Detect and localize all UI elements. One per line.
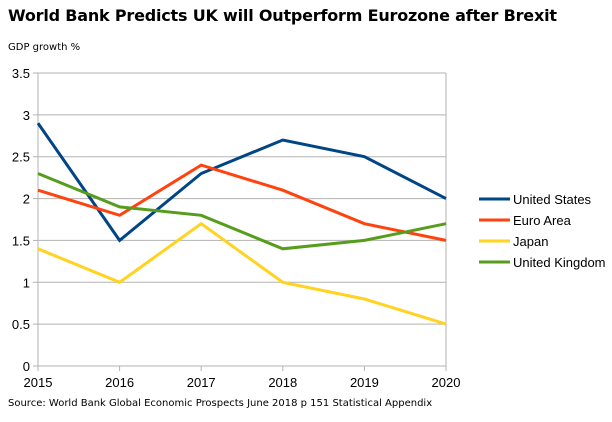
legend-label: Euro Area [513, 213, 572, 228]
x-tick-label: 2017 [187, 375, 216, 390]
x-tick-label: 2016 [105, 375, 134, 390]
y-tick-label: 2 [23, 192, 30, 207]
legend-label: Japan [513, 234, 548, 249]
series-line-japan [37, 221, 447, 326]
x-tick-label: 2020 [432, 375, 461, 390]
source-note: Source: World Bank Global Economic Prosp… [8, 398, 433, 409]
x-tick-label: 2019 [350, 375, 379, 390]
y-tick-labels: 0 0.5 1 1.5 2 2.5 3 3.5 [12, 66, 30, 374]
y-tick-label: 1.5 [12, 233, 30, 248]
legend-label: United Kingdom [513, 255, 606, 270]
y-axis-label: GDP growth % [8, 42, 81, 53]
x-tick-label: 2018 [268, 375, 297, 390]
chart-title: World Bank Predicts UK will Outperform E… [8, 6, 557, 25]
series-line-euro-area [37, 163, 447, 242]
series-lines [36, 122, 447, 326]
series-line-united-kingdom [37, 172, 447, 251]
series-line-united-states [36, 122, 447, 243]
x-tick-labels: 2015 2016 2017 2018 2019 2020 [24, 375, 461, 390]
x-tick-label: 2015 [24, 375, 53, 390]
gridlines [38, 72, 446, 367]
axes [33, 72, 447, 371]
y-tick-label: 3 [23, 108, 30, 123]
legend-label: United States [513, 192, 592, 207]
y-tick-label: 0.5 [12, 317, 30, 332]
legend: United States Euro Area Japan United Kingdo… [479, 192, 606, 270]
y-tick-label: 2.5 [12, 150, 30, 165]
y-tick-label: 3.5 [12, 66, 30, 81]
y-tick-label: 1 [23, 275, 30, 290]
y-tick-label: 0 [23, 359, 30, 374]
